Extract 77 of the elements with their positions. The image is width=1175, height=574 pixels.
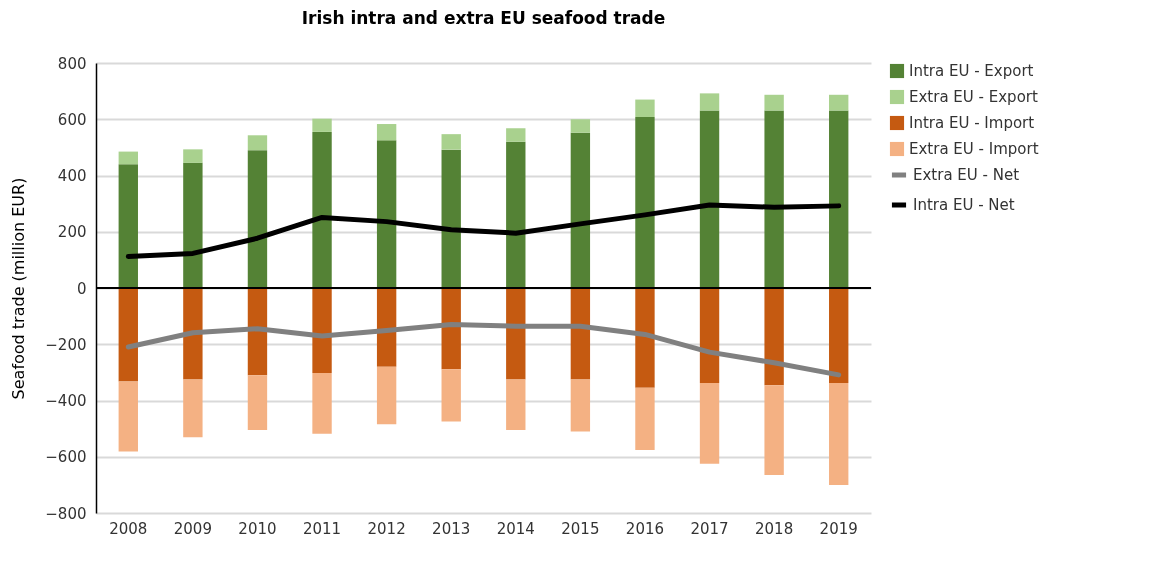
y-axis-title: Seafood trade (million EUR) — [9, 177, 29, 400]
x-tick-label: 2010 — [238, 519, 277, 538]
x-tick-label: 2015 — [561, 519, 600, 538]
bar — [506, 379, 526, 431]
bar — [829, 288, 849, 384]
bar — [312, 372, 332, 434]
bar — [570, 119, 591, 133]
bar — [506, 141, 526, 288]
bar — [376, 288, 397, 367]
bar — [312, 118, 332, 132]
x-tick-label: 2019 — [819, 519, 858, 538]
bar — [635, 117, 655, 288]
bar — [183, 149, 203, 163]
legend-label: Extra EU - Export — [909, 88, 1038, 106]
bar — [635, 288, 655, 388]
bar — [764, 288, 784, 386]
bar — [506, 288, 526, 380]
bar — [247, 375, 268, 431]
bar — [699, 288, 720, 384]
bar — [570, 132, 591, 288]
x-tick-label: 2018 — [755, 519, 794, 538]
y-tick-label: −600 — [45, 448, 87, 467]
x-tick-label: 2011 — [302, 519, 342, 538]
y-tick-label: 200 — [57, 223, 87, 242]
x-tick-label: 2017 — [690, 519, 729, 538]
x-tick-label: 2013 — [432, 519, 471, 538]
x-tick-label: 2009 — [173, 519, 212, 538]
bar — [570, 288, 591, 380]
bar — [699, 93, 720, 111]
bar — [312, 288, 332, 373]
bar — [183, 162, 203, 288]
bar — [699, 383, 720, 464]
bar — [118, 151, 138, 165]
bar — [635, 99, 655, 117]
bar — [506, 128, 526, 142]
y-tick-label: −200 — [45, 335, 87, 354]
bar — [829, 110, 849, 288]
bar — [699, 110, 720, 288]
y-tick-label: 600 — [57, 110, 87, 129]
y-tick-label: 800 — [57, 54, 87, 73]
bar — [764, 110, 784, 288]
y-tick-label: −800 — [45, 504, 87, 523]
legend-label: Intra EU - Export — [909, 62, 1034, 80]
bar — [247, 288, 268, 376]
bar — [183, 379, 203, 438]
bar — [376, 124, 397, 141]
bar — [441, 149, 461, 288]
bar — [764, 94, 784, 111]
bar — [312, 131, 332, 288]
x-tick-label: 2016 — [625, 519, 665, 538]
bar — [247, 135, 268, 151]
bar — [829, 383, 849, 485]
x-tick-label: 2014 — [496, 519, 535, 538]
bar — [441, 369, 461, 422]
bar — [247, 150, 268, 288]
bar — [118, 381, 138, 452]
y-tick-label: 400 — [57, 167, 87, 185]
bar — [441, 134, 461, 150]
y-tick-label: −400 — [45, 392, 87, 410]
bar — [376, 140, 397, 288]
bar — [764, 385, 784, 476]
legend-label: Intra EU - Import — [909, 114, 1035, 132]
bar — [118, 288, 138, 382]
x-tick-label: 2012 — [367, 519, 406, 538]
legend-label: Extra EU - Net — [913, 166, 1020, 184]
bar — [183, 288, 203, 380]
bar — [570, 379, 591, 432]
bar — [376, 366, 397, 425]
bar — [829, 94, 849, 111]
x-tick-label: 2008 — [109, 519, 148, 538]
legend-label: Extra EU - Import — [909, 140, 1039, 158]
y-tick-label: 0 — [76, 279, 87, 298]
bar — [635, 387, 655, 450]
bar — [118, 164, 138, 288]
bar — [441, 288, 461, 370]
legend-label: Intra EU - Net — [913, 196, 1015, 214]
chart-title: Irish intra and extra EU seafood trade — [301, 8, 666, 28]
